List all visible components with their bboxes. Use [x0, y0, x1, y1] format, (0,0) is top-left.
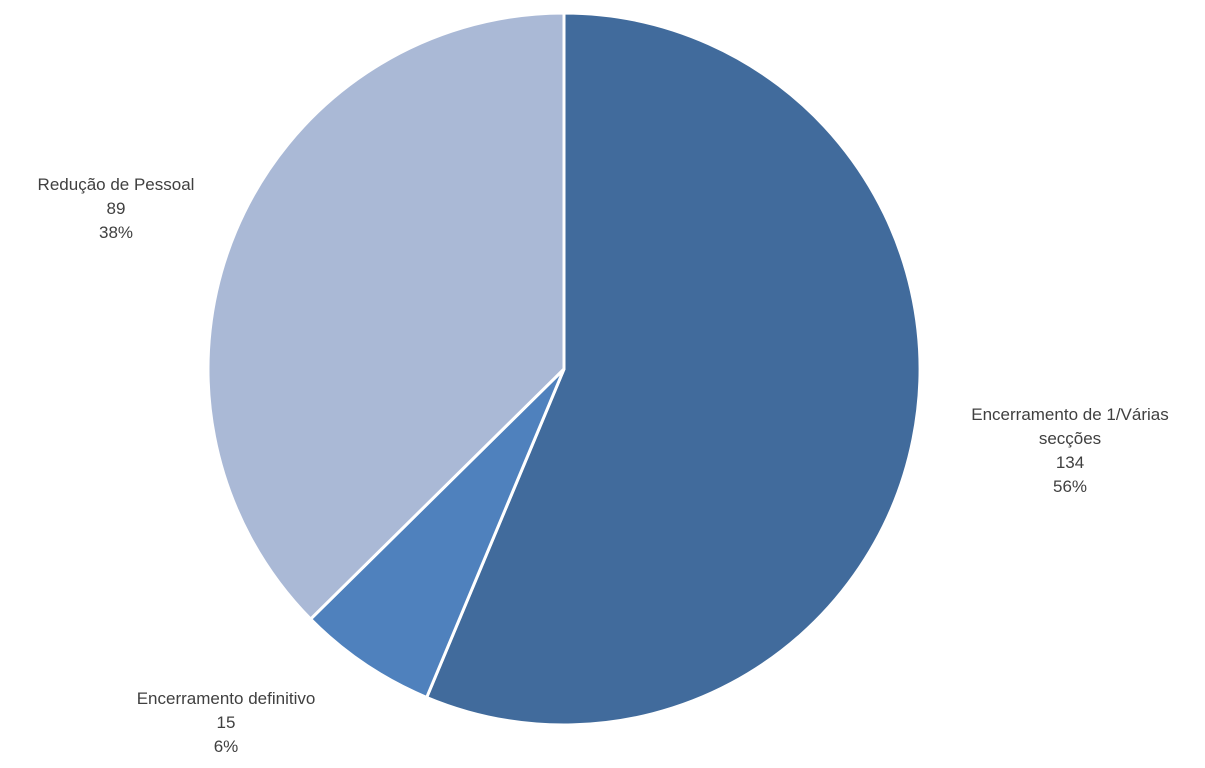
slice-label-1: Encerramento de 1/Várias secções 134 56% [971, 405, 1169, 496]
slice-label-line: Redução de Pessoal [38, 175, 195, 194]
slice-label-line: 89 [107, 199, 126, 218]
slice-label-line: 6% [214, 737, 239, 756]
slice-label-line: Encerramento definitivo [137, 689, 316, 708]
slice-label-line: 134 [1056, 453, 1084, 472]
slice-label-line: 38% [99, 223, 133, 242]
pie-slices [206, 11, 922, 727]
pie-labels: Encerramento de 1/Várias secções 134 56%Enc… [38, 175, 1169, 756]
slice-label-line: secções [1039, 429, 1101, 448]
pie-slice-2 [309, 367, 566, 699]
slice-label-line: 56% [1053, 477, 1087, 496]
slice-label-line: Encerramento de 1/Várias [971, 405, 1169, 424]
slice-label-2: Encerramento definitivo 15 6% [137, 689, 316, 756]
pie-slice-3 [206, 11, 566, 621]
slice-label-3: Redução de Pessoal 89 38% [38, 175, 195, 242]
slice-label-line: 15 [217, 713, 236, 732]
pie-slice-1 [425, 11, 922, 727]
